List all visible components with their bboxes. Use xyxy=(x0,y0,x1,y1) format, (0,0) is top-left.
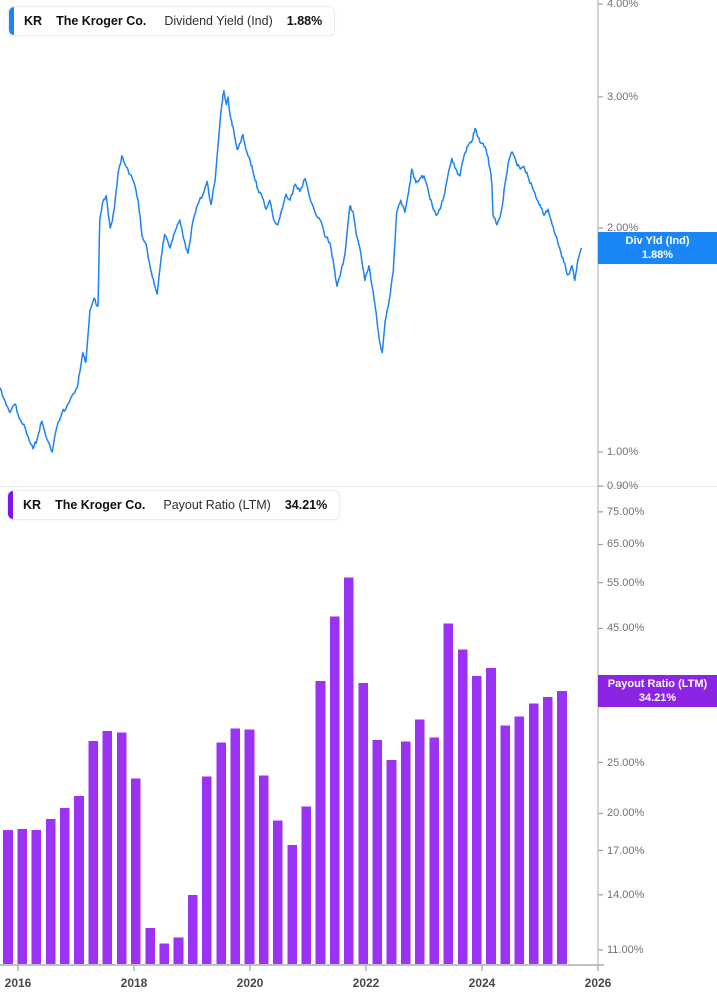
payout-bar-2018-Q4[interactable] xyxy=(187,894,198,964)
payout-bar-2016-Q2[interactable] xyxy=(45,819,56,964)
flag-metric-label: Div Yld (Ind) xyxy=(625,234,690,247)
flag-metric-label: Payout Ratio (LTM) xyxy=(607,677,708,690)
payout-bar-2024-Q4[interactable] xyxy=(528,703,539,964)
metric-value: 1.88% xyxy=(286,14,323,28)
ticker-symbol: KR xyxy=(23,498,42,512)
price-flag-payout-ratio: Payout Ratio (LTM) 34.21% xyxy=(598,674,717,707)
payout-bar-2021-Q2[interactable] xyxy=(329,616,340,965)
y-tick-label: 45.00% xyxy=(607,622,645,635)
metric-name: Payout Ratio (LTM) xyxy=(163,498,271,512)
legend-accent-blue xyxy=(9,7,14,35)
legend-dividend-yield[interactable]: KR The Kroger Co. Dividend Yield (Ind) 1… xyxy=(8,6,336,36)
y-tick-label: 1.00% xyxy=(607,446,639,458)
payout-bar-2016-Q1[interactable] xyxy=(31,830,42,964)
payout-bar-2021-Q3[interactable] xyxy=(344,577,354,964)
payout-bar-2018-Q2[interactable] xyxy=(159,943,170,964)
payout-bar-2020-Q1[interactable] xyxy=(258,775,269,964)
payout-bar-2020-Q2[interactable] xyxy=(273,820,283,964)
payout-bar-2022-Q3[interactable] xyxy=(400,741,411,964)
metric-value: 34.21% xyxy=(284,498,328,512)
payout-bar-2022-Q1[interactable] xyxy=(372,739,383,964)
x-tick-label: 2026 xyxy=(584,976,612,990)
y-tick-label: 20.00% xyxy=(607,807,645,820)
x-tick-label: 2016 xyxy=(4,976,32,990)
y-tick-label: 75.00% xyxy=(607,505,645,518)
x-tick-label: 2022 xyxy=(352,976,380,990)
payout-bar-2022-Q4[interactable] xyxy=(415,719,425,964)
x-tick-label: 2020 xyxy=(236,976,264,990)
payout-bar-2025-Q1[interactable] xyxy=(543,697,553,964)
payout-bar-2017-Q2[interactable] xyxy=(102,731,113,964)
payout-bar-2023-Q1[interactable] xyxy=(429,737,439,965)
payout-bar-2024-Q1[interactable] xyxy=(486,668,496,964)
legend-payout-ratio[interactable]: KR The Kroger Co. Payout Ratio (LTM) 34.… xyxy=(7,490,341,520)
payout-bar-2020-Q3[interactable] xyxy=(287,845,297,964)
payout-bar-2018-Q1[interactable] xyxy=(145,928,155,964)
payout-bar-2017-Q3[interactable] xyxy=(116,732,127,964)
ticker-symbol: KR xyxy=(24,14,43,28)
y-tick-label: 55.00% xyxy=(607,576,645,589)
payout-bar-2022-Q2[interactable] xyxy=(386,759,397,964)
payout-bar-2024-Q3[interactable] xyxy=(514,716,525,964)
payout-bar-2017-Q4[interactable] xyxy=(131,778,141,964)
payout-bar-2016-Q4[interactable] xyxy=(74,795,84,964)
payout-bar-2023-Q4[interactable] xyxy=(472,676,482,964)
company-name: The Kroger Co. xyxy=(55,498,146,512)
y-tick-label: 65.00% xyxy=(607,538,645,551)
payout-bar-2019-Q1[interactable] xyxy=(202,776,212,964)
payout-bar-2021-Q1[interactable] xyxy=(315,681,326,964)
legend-accent-purple xyxy=(8,491,13,519)
x-tick-label: 2024 xyxy=(468,976,496,990)
y-tick-label: 2.00% xyxy=(607,222,639,234)
payout-bar-2024-Q2[interactable] xyxy=(500,725,510,965)
company-name: The Kroger Co. xyxy=(56,14,147,28)
y-tick-label: 11.00% xyxy=(607,943,644,956)
price-flag-dividend-yield: Div Yld (Ind) 1.88% xyxy=(598,231,717,264)
payout-bar-2015-Q4[interactable] xyxy=(17,828,27,964)
payout-bar-2015-Q3[interactable] xyxy=(3,830,13,964)
payout-bar-2021-Q4[interactable] xyxy=(358,683,368,964)
payout-bar-2017-Q1[interactable] xyxy=(88,740,98,964)
payout-bar-2019-Q3[interactable] xyxy=(230,728,241,964)
payout-bar-2020-Q4[interactable] xyxy=(301,806,312,964)
flag-metric-value: 1.88% xyxy=(641,248,674,261)
payout-bar-2019-Q2[interactable] xyxy=(216,742,226,964)
payout-bar-2023-Q3[interactable] xyxy=(457,649,468,964)
y-tick-label: 0.90% xyxy=(607,480,639,493)
y-tick-label: 17.00% xyxy=(607,844,645,857)
payout-bar-2025-Q2[interactable] xyxy=(557,691,567,964)
y-tick-label: 3.00% xyxy=(607,90,639,103)
y-tick-label: 14.00% xyxy=(607,888,645,901)
payout-bar-2023-Q2[interactable] xyxy=(443,623,454,964)
y-tick-label: 4.00% xyxy=(607,0,639,10)
payout-bar-2019-Q4[interactable] xyxy=(244,729,255,964)
flag-metric-value: 34.21% xyxy=(638,691,677,704)
x-tick-label: 2018 xyxy=(120,976,148,990)
dividend-yield-line xyxy=(0,89,582,453)
metric-name: Dividend Yield (Ind) xyxy=(164,14,273,28)
payout-bar-2016-Q3[interactable] xyxy=(60,807,70,964)
payout-bar-2018-Q3[interactable] xyxy=(173,937,184,964)
y-tick-label: 25.00% xyxy=(607,756,645,769)
